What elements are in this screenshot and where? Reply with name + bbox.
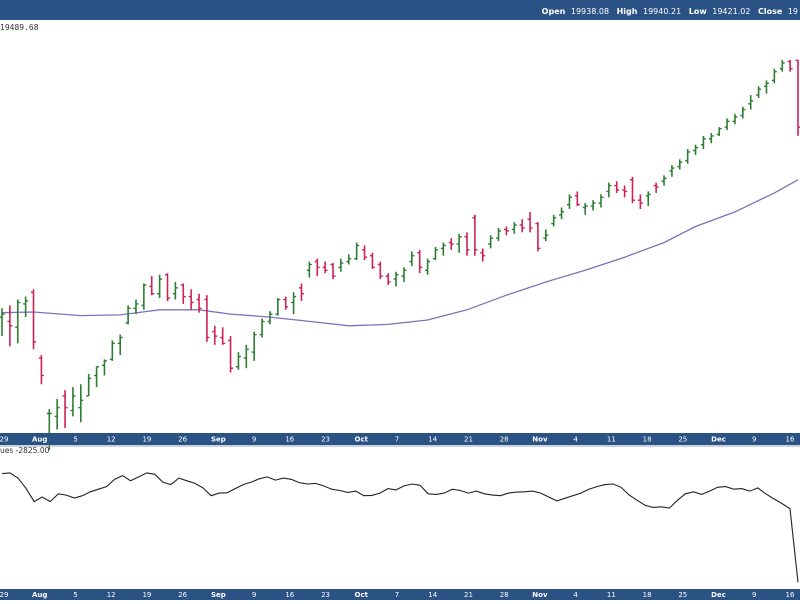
x-tick-label: 12 (107, 591, 116, 599)
x-tick-label: 18 (643, 436, 652, 444)
x-tick-label: 16 (285, 436, 294, 444)
x-tick-label: Aug (32, 591, 47, 599)
x-tick-label: Dec (711, 436, 726, 444)
x-tick-label: Dec (711, 591, 726, 599)
oscillator-label: ues -2825.00 (0, 446, 50, 455)
x-tick-label: 28 (500, 436, 509, 444)
x-tick-label: 19 (142, 591, 151, 599)
x-tick-label: Sep (211, 436, 226, 444)
ohlc-readout: Open 19938.08 High 19940.21 Low 19421.02… (542, 7, 798, 16)
x-tick-label: 14 (428, 436, 437, 444)
high-label: High (617, 7, 638, 16)
x-tick-label: 9 (752, 436, 756, 444)
x-tick-label: Nov (532, 436, 548, 444)
low-value: 19421.02 (712, 7, 750, 16)
x-tick-label: 7 (395, 591, 399, 599)
x-tick-label: 4 (573, 436, 578, 444)
x-tick-label: 19 (142, 436, 151, 444)
x-tick-label: Aug (32, 436, 47, 444)
x-tick-label: 23 (321, 591, 330, 599)
open-label: Open (542, 7, 566, 16)
x-tick-label: 9 (252, 591, 256, 599)
x-tick-label: 29 (0, 591, 8, 599)
x-tick-label: 23 (321, 436, 330, 444)
x-tick-label: 9 (252, 436, 256, 444)
x-tick-label: 16 (786, 591, 795, 599)
x-tick-label: 18 (643, 591, 652, 599)
x-tick-label: 11 (607, 591, 616, 599)
close-label: Close (758, 7, 783, 16)
x-tick-label: Nov (532, 591, 548, 599)
x-tick-label: Sep (211, 591, 226, 599)
x-tick-label: 25 (678, 436, 687, 444)
low-label: Low (689, 7, 708, 16)
x-tick-label: 26 (178, 591, 187, 599)
x-tick-label: 21 (464, 436, 473, 444)
x-tick-label: 25 (678, 591, 687, 599)
x-tick-label: 14 (428, 591, 437, 599)
x-tick-label: 16 (285, 591, 294, 599)
x-tick-label: 12 (107, 436, 116, 444)
x-tick-label: 11 (607, 436, 616, 444)
close-value: 19 (788, 7, 798, 16)
x-tick-label: 26 (178, 436, 187, 444)
x-tick-label: 4 (573, 591, 578, 599)
open-value: 19938.08 (571, 7, 609, 16)
x-tick-label: 28 (500, 591, 509, 599)
high-value: 19940.21 (643, 7, 681, 16)
x-tick-label: Oct (355, 591, 369, 599)
x-tick-label: 16 (786, 436, 795, 444)
x-tick-label: Oct (355, 436, 369, 444)
x-tick-label: 5 (73, 436, 77, 444)
price-label: 19489.68 (0, 23, 39, 32)
x-tick-label: 21 (464, 591, 473, 599)
x-tick-label: 29 (0, 436, 8, 444)
x-tick-label: 5 (73, 591, 77, 599)
x-tick-label: 7 (395, 436, 399, 444)
x-tick-label: 9 (752, 591, 756, 599)
